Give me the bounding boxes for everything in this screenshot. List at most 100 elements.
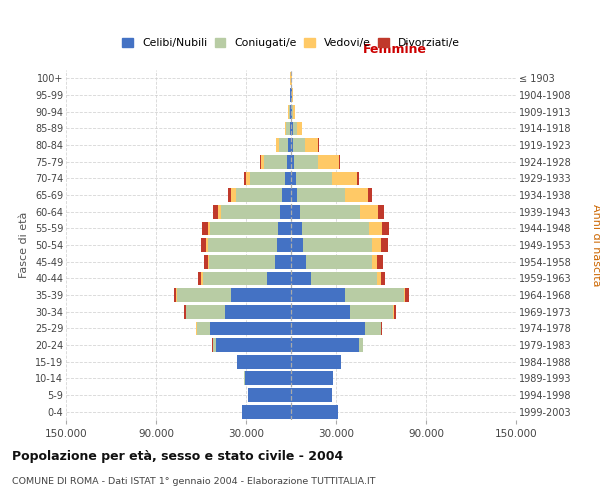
Bar [290,122,291,135]
Bar [291,255,306,268]
Bar [232,188,235,202]
Bar [289,138,291,152]
Bar [370,222,382,235]
Bar [216,338,291,352]
Bar [278,138,289,152]
Bar [286,122,290,135]
Bar [275,255,291,268]
Bar [380,272,385,285]
Bar [291,172,296,185]
Bar [291,338,359,352]
Bar [295,155,319,168]
Bar [291,388,331,402]
Bar [291,305,349,318]
Y-axis label: Anni di nascita: Anni di nascita [591,204,600,286]
Bar [404,288,405,302]
Bar [311,272,377,285]
Bar [405,288,409,302]
Bar [210,322,291,335]
Bar [378,205,384,218]
Bar [296,172,332,185]
Legend: Celibi/Nubili, Coniugati/e, Vedovi/e, Divorziati/e: Celibi/Nubili, Coniugati/e, Vedovi/e, Di… [118,34,464,52]
Bar [244,172,246,185]
Bar [291,405,337,418]
Bar [287,155,291,168]
Bar [246,172,250,185]
Bar [291,122,293,135]
Bar [231,288,291,302]
Bar [208,222,210,235]
Bar [382,222,389,235]
Bar [204,255,208,268]
Bar [229,188,232,202]
Bar [235,188,282,202]
Bar [359,338,362,352]
Bar [225,305,291,318]
Bar [265,155,287,168]
Bar [250,172,285,185]
Bar [302,222,370,235]
Bar [184,305,186,318]
Bar [377,272,380,285]
Bar [212,338,216,352]
Bar [202,222,208,235]
Bar [210,222,277,235]
Bar [291,138,293,152]
Bar [319,155,338,168]
Bar [291,272,311,285]
Bar [289,105,290,118]
Bar [285,122,286,135]
Bar [368,188,372,202]
Bar [345,288,404,302]
Bar [372,255,377,268]
Bar [290,105,291,118]
Bar [267,272,291,285]
Bar [200,238,206,252]
Bar [346,188,368,202]
Bar [298,188,346,202]
Bar [306,255,372,268]
Bar [291,205,300,218]
Text: Femmine: Femmine [362,43,427,56]
Bar [360,205,378,218]
Bar [291,105,292,118]
Bar [261,155,265,168]
Bar [174,288,176,302]
Bar [305,138,318,152]
Bar [372,238,382,252]
Bar [332,172,356,185]
Bar [291,188,298,202]
Text: COMUNE DI ROMA - Dati ISTAT 1° gennaio 2004 - Elaborazione TUTTITALIA.IT: COMUNE DI ROMA - Dati ISTAT 1° gennaio 2… [12,478,376,486]
Bar [282,188,291,202]
Bar [291,155,295,168]
Bar [237,355,291,368]
Text: Popolazione per età, sesso e stato civile - 2004: Popolazione per età, sesso e stato civil… [12,450,343,463]
Bar [198,272,202,285]
Bar [206,238,208,252]
Bar [377,255,383,268]
Bar [213,205,218,218]
Bar [277,138,278,152]
Bar [291,322,365,335]
Bar [280,205,291,218]
Bar [365,322,381,335]
Bar [277,222,291,235]
Bar [296,122,302,135]
Bar [241,405,291,418]
Bar [277,238,291,252]
Bar [291,238,304,252]
Bar [293,105,295,118]
Bar [209,255,275,268]
Bar [203,272,267,285]
Bar [293,122,296,135]
Bar [318,138,319,152]
Bar [285,172,291,185]
Bar [292,88,293,102]
Bar [197,322,210,335]
Bar [292,105,293,118]
Y-axis label: Fasce di età: Fasce di età [19,212,29,278]
Bar [208,255,209,268]
Bar [304,238,372,252]
Bar [245,372,291,385]
Bar [291,355,341,368]
